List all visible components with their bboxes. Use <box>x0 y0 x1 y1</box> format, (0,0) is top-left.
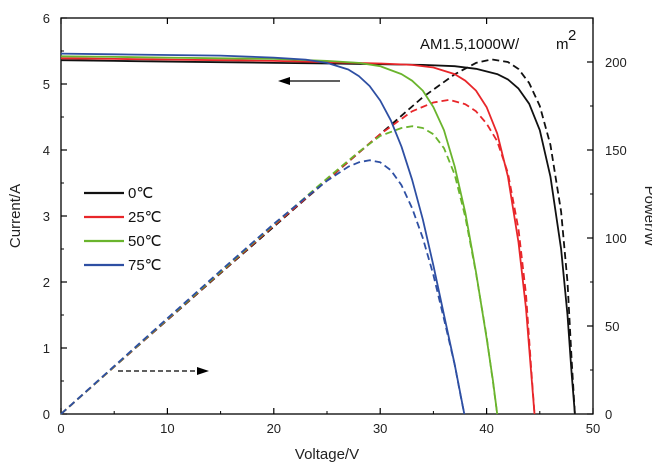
y-right-axis-title: Power/W <box>641 186 652 248</box>
left-arrow-head <box>278 77 290 85</box>
irradiance-annotation: AM1.5,1000W/ <box>420 36 520 53</box>
legend-label: 0℃ <box>128 185 153 202</box>
y-left-tick-label: 2 <box>43 275 50 290</box>
legend-item: 0℃ <box>84 185 153 202</box>
y-left-tick-label: 0 <box>43 407 50 422</box>
x-tick-label: 40 <box>479 421 493 436</box>
legend-item: 25℃ <box>84 209 162 226</box>
x-tick-label: 50 <box>586 421 600 436</box>
y-right-tick-label: 0 <box>605 407 612 422</box>
irradiance-unit-exponent: 2 <box>568 27 576 44</box>
iv-curve-line <box>60 57 536 415</box>
legend-label: 75℃ <box>128 257 162 274</box>
irradiance-unit: m <box>556 36 569 53</box>
legend-label: 25℃ <box>128 209 162 226</box>
axes: 0 10 20 30 40 50 0 1 2 3 4 5 6 0 50 100 150 200 Voltage/V C… <box>7 11 652 463</box>
y-right-tick-label: 50 <box>605 319 619 334</box>
y-left-tick-label: 5 <box>43 77 50 92</box>
series-3 <box>60 52 466 415</box>
right-arrow-head <box>197 367 209 375</box>
pv-curve-line <box>60 159 466 415</box>
indicator-arrows <box>118 77 340 375</box>
legend-label: 50℃ <box>128 233 162 250</box>
y-left-axis-title: Current/A <box>7 184 24 248</box>
x-tick-label: 20 <box>267 421 281 436</box>
x-tick-label: 30 <box>373 421 387 436</box>
y-left-tick-label: 4 <box>43 143 50 158</box>
annotation: AM1.5,1000W/m2 <box>420 27 576 53</box>
y-left-tick-label: 1 <box>43 341 50 356</box>
series-group <box>60 52 576 415</box>
y-left-tick-label: 6 <box>43 11 50 26</box>
iv-curve-line <box>60 59 576 415</box>
x-tick-label: 0 <box>57 421 64 436</box>
series-2 <box>60 55 499 415</box>
y-right-tick-label: 150 <box>605 143 627 158</box>
legend: 0℃ 25℃ 50℃ 75℃ <box>84 185 162 274</box>
iv-curve-line <box>60 52 466 415</box>
legend-item: 50℃ <box>84 233 162 250</box>
y-right-tick-label: 100 <box>605 231 627 246</box>
y-left-tick-label: 3 <box>43 209 50 224</box>
x-tick-label: 10 <box>160 421 174 436</box>
x-axis-title: Voltage/V <box>295 446 359 463</box>
y-right-tick-label: 200 <box>605 55 627 70</box>
legend-item: 75℃ <box>84 257 162 274</box>
iv-curve-line <box>60 55 499 415</box>
